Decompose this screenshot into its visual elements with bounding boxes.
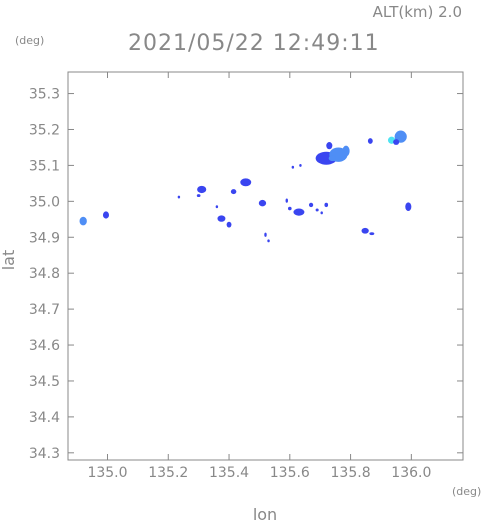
echo-cell [177, 195, 181, 199]
echo-cell [240, 178, 252, 187]
echo-cell [324, 202, 329, 208]
y-tick-label: 34.8 [29, 266, 60, 282]
x-tick-label: 136.0 [391, 465, 431, 481]
y-tick-label: 34.5 [29, 374, 60, 390]
echo-cell [393, 139, 400, 145]
x-tick-label: 135.2 [148, 465, 188, 481]
echo-cell [405, 202, 412, 212]
chart-title: 2021/05/22 12:49:11 [128, 31, 380, 56]
echo-cell [369, 232, 375, 236]
echo-cell [79, 216, 87, 226]
echo-cell [285, 198, 288, 203]
y-tick-label: 35.1 [29, 158, 60, 174]
y-axis-title: lat [0, 250, 18, 271]
y-tick-label: 34.9 [29, 230, 60, 246]
y-tick-label: 35.0 [29, 194, 60, 210]
echo-cell [287, 206, 292, 211]
y-tick-label: 34.7 [29, 302, 60, 318]
y-tick-label: 34.3 [29, 446, 60, 462]
echo-cell [230, 189, 237, 195]
echo-cell [226, 221, 232, 228]
plot-frame [67, 71, 464, 461]
echo-cell [308, 202, 314, 208]
echo-cell [326, 142, 333, 150]
y-unit-label: (deg) [15, 34, 44, 47]
y-axis: 34.3 34.4 34.5 34.6 34.7 34.8 34.9 35.0 35.1 35.2… [29, 87, 463, 462]
y-tick-label: 35.2 [29, 122, 60, 138]
x-tick-label: 135.4 [209, 465, 249, 481]
echo-cell [293, 208, 305, 216]
echo-cell [264, 232, 267, 237]
echo-cell [196, 194, 201, 198]
echo-cell [299, 163, 302, 167]
echo-cell [342, 145, 350, 157]
echo-cell [328, 155, 336, 162]
echo-cell [361, 227, 369, 234]
echo-layer [79, 130, 412, 243]
echo-cell [258, 199, 267, 207]
x-tick-label: 135.0 [87, 465, 127, 481]
x-tick-label: 135.6 [270, 465, 310, 481]
y-tick-label: 35.3 [29, 87, 60, 103]
echo-cell [367, 138, 373, 144]
x-axis: 135.0 135.2 135.4 135.6 135.8 136.0 [87, 72, 431, 481]
echo-cell [215, 205, 219, 209]
y-tick-label: 34.6 [29, 338, 60, 354]
x-tick-label: 135.8 [331, 465, 371, 481]
echo-cell [315, 208, 319, 212]
y-tick-label: 34.4 [29, 410, 60, 426]
x-axis-title: lon [253, 505, 277, 521]
x-unit-label: (deg) [452, 485, 481, 498]
echo-cell [197, 185, 207, 194]
echo-cell [217, 215, 226, 222]
altitude-label: ALT(km) 2.0 [373, 3, 462, 21]
echo-cell [320, 211, 323, 215]
echo-cell [267, 239, 270, 243]
echo-cell [102, 211, 110, 219]
echo-cell [291, 165, 295, 169]
